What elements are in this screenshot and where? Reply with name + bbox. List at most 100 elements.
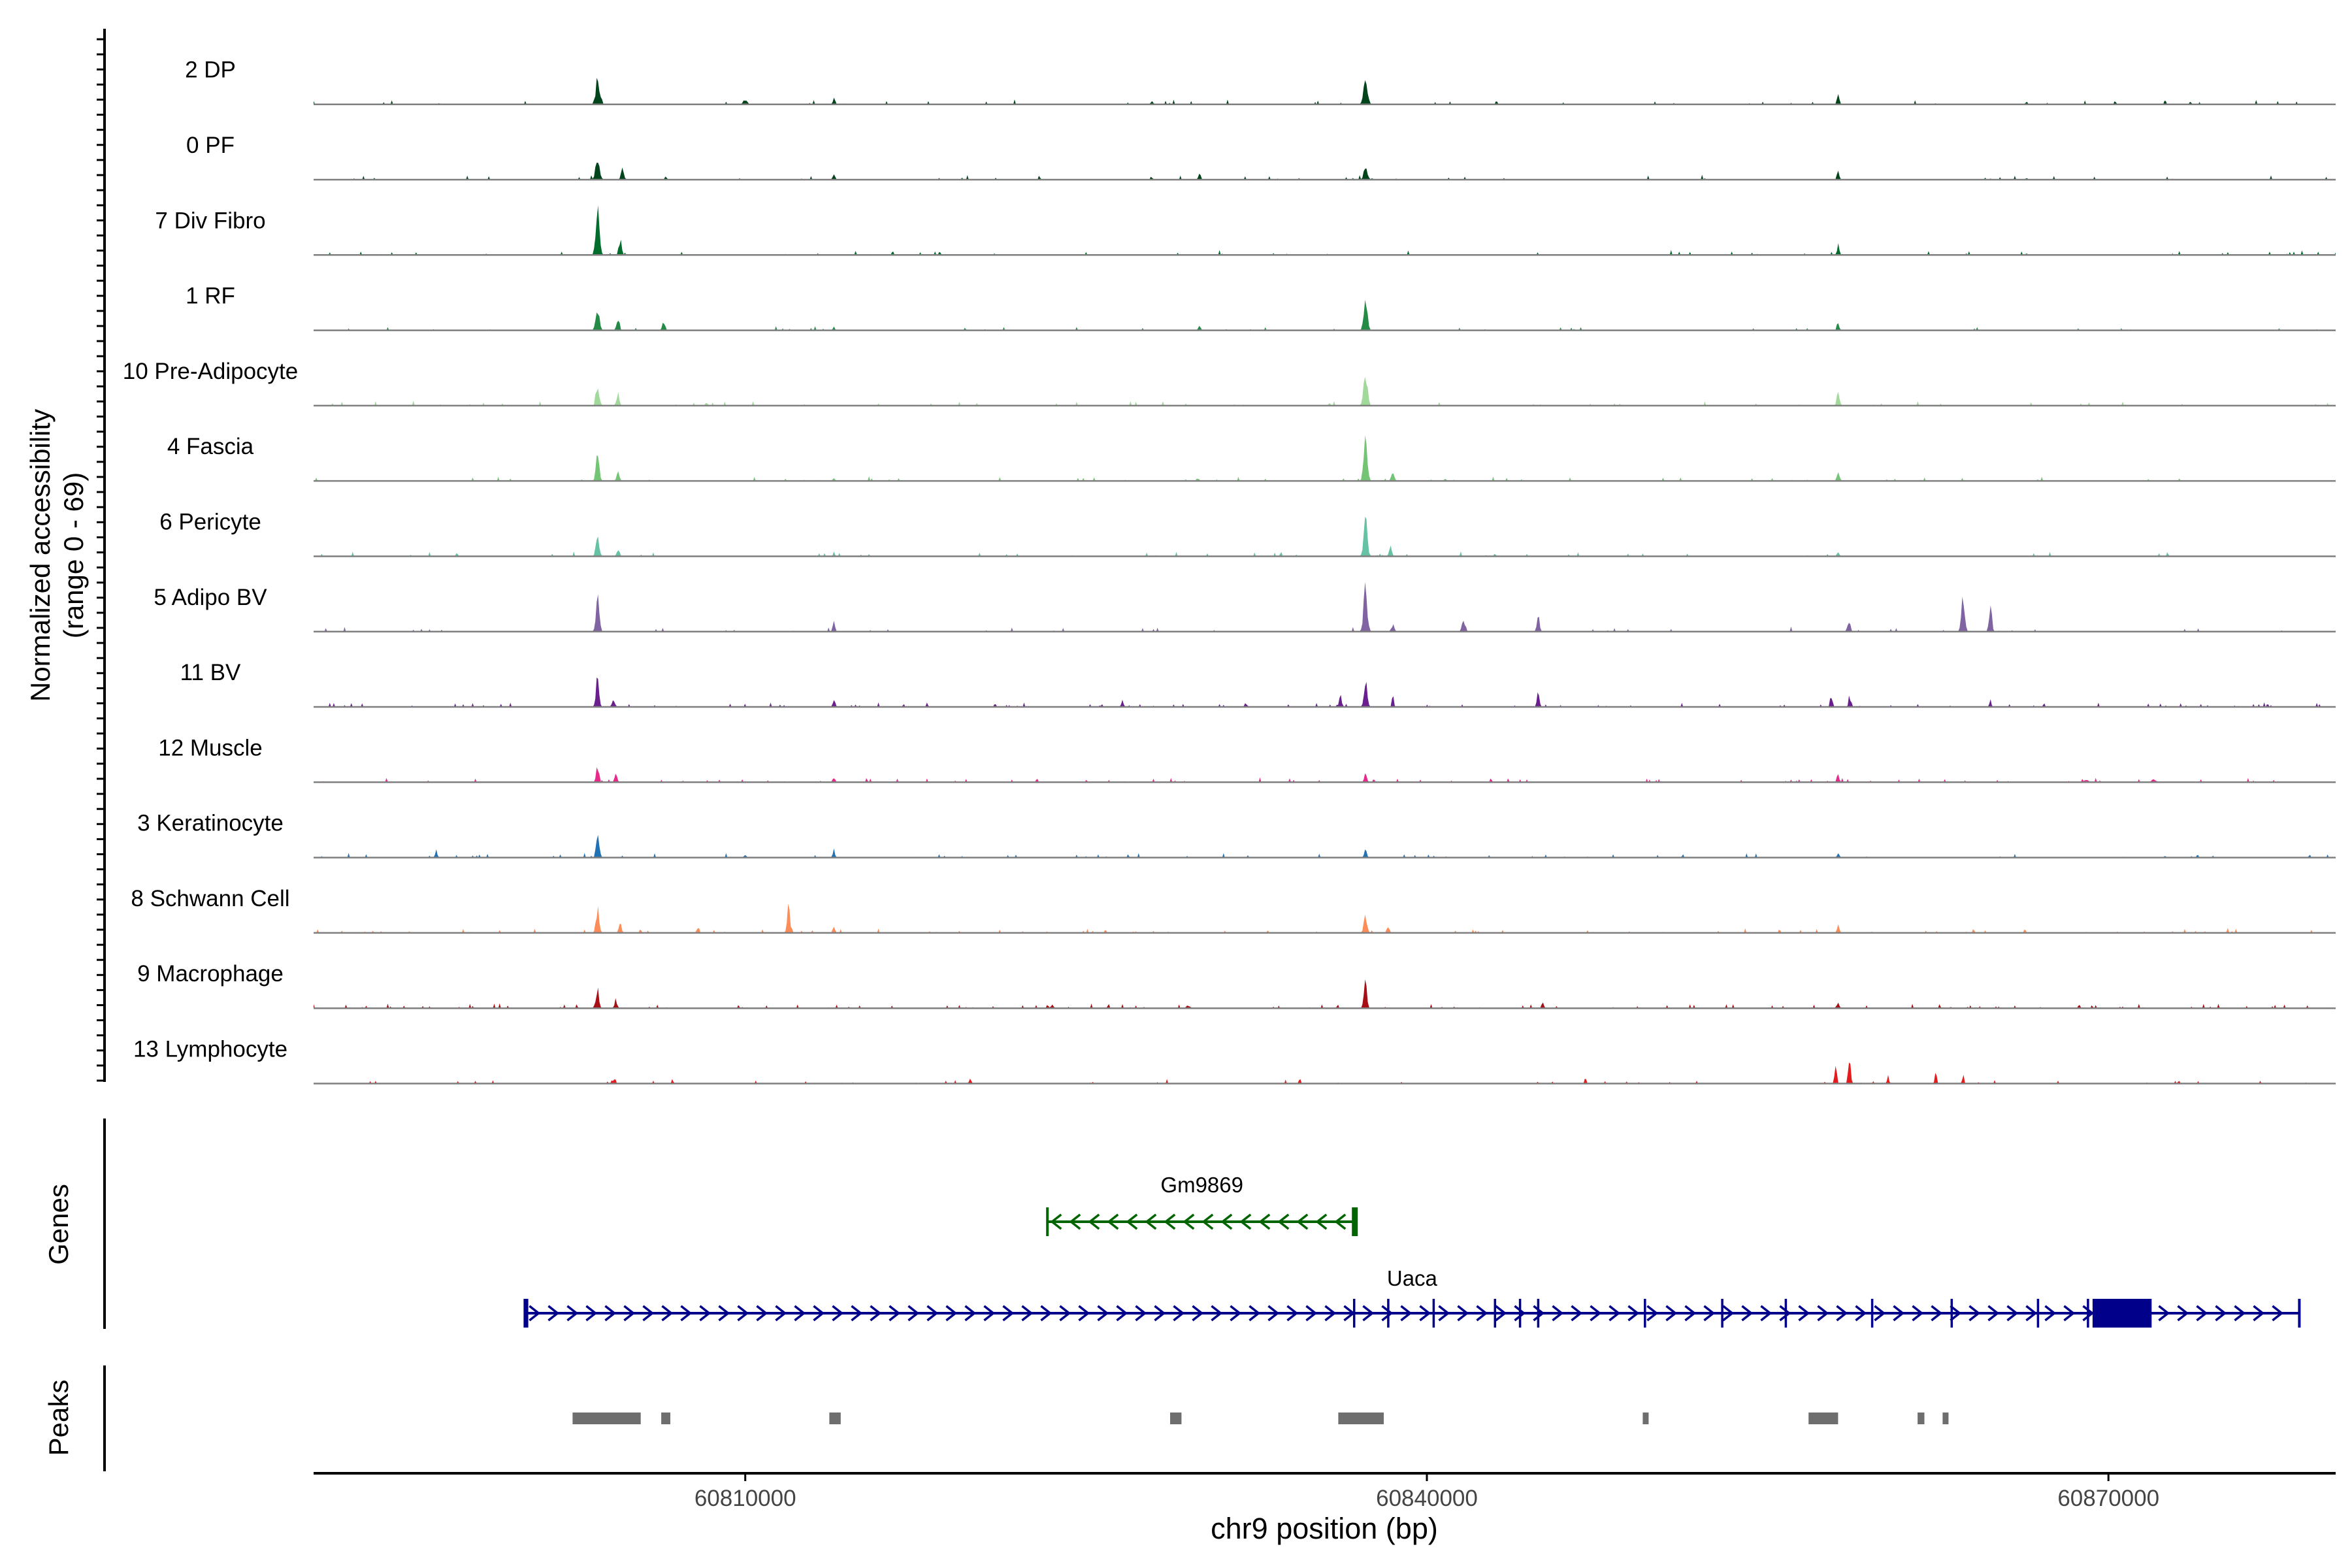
coverage-track: 6 Pericyte — [159, 510, 2336, 557]
strand-arrow — [2215, 1305, 2227, 1322]
strand-arrow — [1230, 1305, 1242, 1322]
coverage-area — [314, 516, 2336, 557]
strand-arrow — [926, 1305, 939, 1322]
track-label: 3 Keratinocyte — [137, 811, 284, 836]
coverage-area — [314, 205, 2336, 255]
coverage-area — [314, 904, 2336, 933]
coverage-area — [314, 834, 2336, 858]
exon — [2092, 1299, 2152, 1328]
coverage-area — [314, 677, 2336, 707]
track-label: 1 RF — [186, 284, 235, 309]
coverage-area — [314, 163, 2336, 180]
peak-region — [1170, 1413, 1182, 1424]
strand-arrow — [1646, 1305, 1659, 1322]
strand-arrow — [1097, 1305, 1109, 1322]
strand-arrow — [1173, 1305, 1185, 1322]
x-axis-ticks: 60810000 60840000 60870000 — [694, 1473, 2159, 1511]
strand-arrow — [794, 1305, 806, 1322]
strand-arrow — [1457, 1305, 1469, 1322]
strand-arrow — [1590, 1305, 1602, 1322]
exon — [1352, 1207, 1357, 1236]
strand-arrow — [1987, 1305, 2000, 1322]
track-label: 5 Adipo BV — [154, 585, 267, 610]
peak-region — [1942, 1413, 1949, 1424]
x-axis-tick-label: 60870000 — [2057, 1486, 2159, 1511]
strand-arrow — [1145, 1213, 1157, 1230]
strand-arrow — [1040, 1305, 1053, 1322]
coverage-track: 11 BV — [180, 660, 2336, 708]
exon — [525, 1299, 529, 1328]
coverage-tracks: 2 DP 0 PF 7 Div Fibro 1 RF 10 Pre-Adipocyte 4… — [123, 57, 2336, 1085]
strand-arrow — [1438, 1305, 1450, 1322]
strand-arrow — [1874, 1305, 1886, 1322]
strand-arrow — [2158, 1305, 2170, 1322]
strand-arrow — [1164, 1213, 1176, 1230]
coverage-track: 7 Div Fibro — [155, 205, 2336, 256]
gene-label: Gm9869 — [1160, 1173, 1243, 1197]
strand-arrow — [2234, 1305, 2246, 1322]
strand-arrow — [1741, 1305, 1754, 1322]
strand-arrow — [1258, 1213, 1271, 1230]
strand-arrow — [1400, 1305, 1413, 1322]
strand-arrow — [775, 1305, 787, 1322]
peak-region — [661, 1413, 670, 1424]
strand-arrow — [1609, 1305, 1621, 1322]
strand-arrow — [1419, 1305, 1431, 1322]
strand-arrow — [1183, 1213, 1195, 1230]
strand-arrow — [566, 1305, 579, 1322]
strand-arrow — [1154, 1305, 1166, 1322]
strand-arrow — [737, 1305, 749, 1322]
strand-arrow — [1627, 1305, 1640, 1322]
coverage-area — [314, 979, 2336, 1009]
strand-arrow — [1893, 1305, 1905, 1322]
strand-arrow — [1116, 1305, 1128, 1322]
track-label: 10 Pre-Adipocyte — [123, 359, 298, 384]
strand-arrow — [1239, 1213, 1252, 1230]
strand-arrow — [2063, 1305, 2076, 1322]
y-axis-ticks — [97, 38, 105, 1082]
strand-arrow — [1855, 1305, 1867, 1322]
strand-arrow — [1305, 1305, 1318, 1322]
strand-arrow — [2177, 1305, 2189, 1322]
strand-arrow — [1381, 1305, 1394, 1322]
strand-arrow — [2253, 1305, 2265, 1322]
strand-arrow — [1267, 1305, 1280, 1322]
strand-arrow — [1069, 1213, 1081, 1230]
peak-regions-track — [572, 1413, 1949, 1424]
strand-arrow — [1334, 1213, 1347, 1230]
coverage-area — [314, 581, 2336, 632]
strand-arrow — [1533, 1305, 1545, 1322]
strand-arrow — [623, 1305, 636, 1322]
x-axis-tick-label: 60840000 — [1376, 1486, 1478, 1511]
peaks-axis-title: Peaks — [43, 1380, 74, 1456]
strand-arrow — [1050, 1213, 1062, 1230]
track-label: 13 Lymphocyte — [133, 1037, 287, 1062]
strand-arrow — [1779, 1305, 1791, 1322]
strand-arrow — [1571, 1305, 1583, 1322]
strand-arrow — [1950, 1305, 1962, 1322]
gene-label: Uaca — [1387, 1266, 1438, 1290]
strand-arrow — [756, 1305, 768, 1322]
strand-arrow — [1126, 1213, 1138, 1230]
strand-arrow — [1211, 1305, 1223, 1322]
strand-arrow — [1798, 1305, 1810, 1322]
coverage-track: 3 Keratinocyte — [137, 811, 2336, 858]
strand-arrow — [2082, 1305, 2095, 1322]
strand-arrow — [680, 1305, 693, 1322]
strand-arrow — [1703, 1305, 1716, 1322]
strand-arrow — [2272, 1305, 2284, 1322]
strand-arrow — [1192, 1305, 1204, 1322]
strand-arrow — [1107, 1213, 1119, 1230]
strand-arrow — [907, 1305, 920, 1322]
peak-region — [1918, 1413, 1925, 1424]
track-label: 6 Pericyte — [159, 510, 261, 535]
coverage-area — [314, 78, 2336, 105]
strand-arrow — [832, 1305, 844, 1322]
y-axis-title-line1: Normalized accessibility — [25, 409, 56, 702]
strand-arrow — [1277, 1213, 1290, 1230]
strand-arrow — [1315, 1213, 1328, 1230]
coverage-track: 2 DP — [185, 57, 2336, 105]
strand-arrow — [813, 1305, 825, 1322]
strand-arrow — [1514, 1305, 1526, 1322]
